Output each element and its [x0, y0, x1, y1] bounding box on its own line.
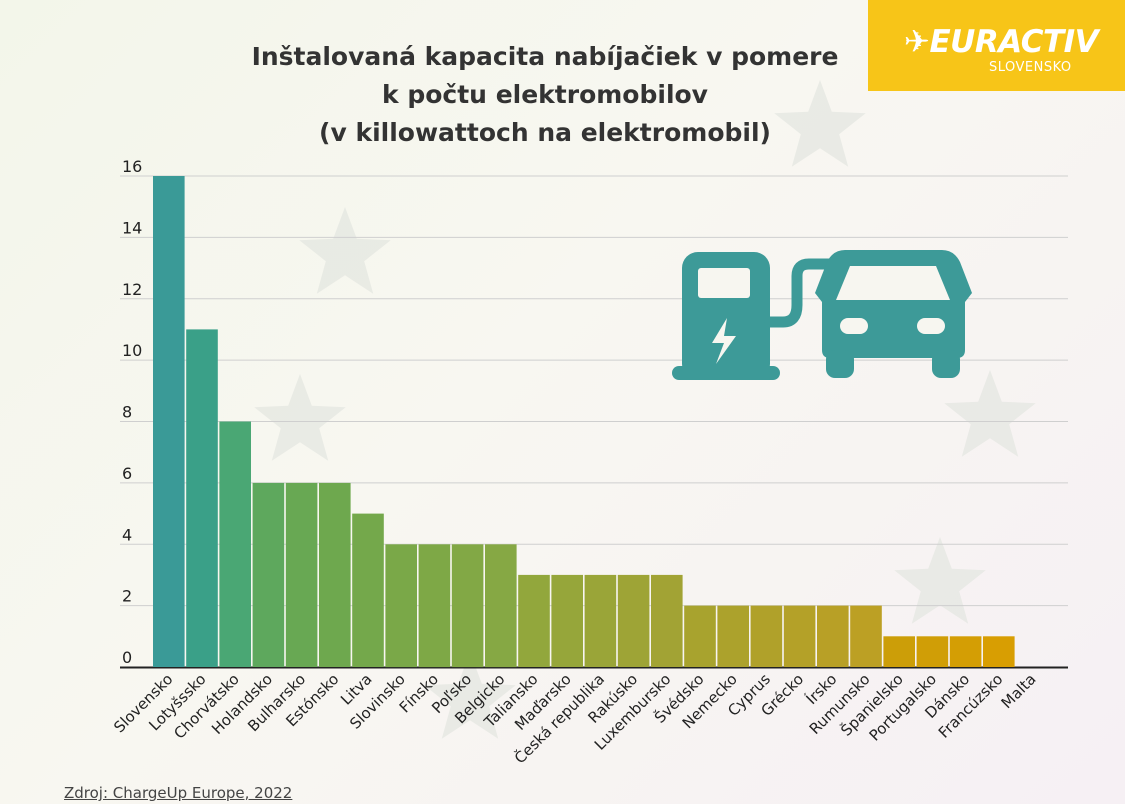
x-tick-label: Malta [998, 670, 1040, 712]
bg-star-1 [299, 207, 391, 294]
logo-brand: ✈EURACTIV [904, 24, 1099, 60]
bar-1 [186, 329, 218, 667]
bar-25 [983, 636, 1015, 667]
bar-5 [319, 482, 351, 667]
bar-21 [850, 605, 882, 667]
bg-star-2 [254, 374, 346, 461]
bar-24 [949, 636, 982, 667]
bar-10 [485, 544, 517, 668]
title-line-1: Inštalovaná kapacita nabíjačiek v pomere [251, 42, 839, 71]
y-tick-label: 4 [122, 525, 132, 544]
y-tick-label: 8 [122, 403, 132, 422]
bar-4 [285, 482, 318, 667]
y-tick-label: 12 [122, 280, 142, 299]
bg-star-4 [894, 537, 986, 624]
logo-arrow-icon: ✈ [904, 24, 930, 60]
bar-3 [252, 482, 285, 667]
bar-6 [352, 513, 384, 667]
y-tick-label: 0 [122, 648, 132, 667]
bar-19 [783, 605, 816, 667]
bar-17 [717, 605, 749, 667]
y-tick-label: 2 [122, 587, 132, 606]
bar-8 [418, 544, 451, 668]
bar-18 [750, 605, 783, 667]
bar-22 [883, 636, 915, 667]
bar-15 [651, 574, 683, 667]
euractiv-logo: ✈EURACTIV SLOVENSKO [868, 0, 1125, 91]
y-tick-label: 16 [122, 157, 142, 176]
bar-13 [584, 574, 617, 667]
bar-7 [385, 544, 417, 668]
bar-23 [916, 636, 949, 667]
bar-11 [518, 574, 550, 667]
bar-2 [219, 421, 251, 667]
title-line-3: (v killowattoch na elektromobil) [319, 118, 771, 147]
chart-title: Inštalovaná kapacita nabíjačiek v pomere… [220, 38, 870, 152]
bar-14 [617, 574, 650, 667]
logo-edition: SLOVENSKO [989, 60, 1072, 75]
y-tick-label: 14 [122, 218, 142, 237]
y-tick-label: 6 [122, 464, 132, 483]
y-tick-label: 10 [122, 341, 142, 360]
bar-20 [817, 605, 849, 667]
bar-12 [551, 574, 583, 667]
bar-16 [684, 605, 716, 667]
bar-9 [451, 544, 484, 668]
charging-station-car-icon [672, 250, 972, 380]
bg-star-5 [424, 652, 516, 739]
bg-star-3 [944, 370, 1036, 457]
bg-star-0 [774, 80, 866, 167]
source-note: Zdroj: ChargeUp Europe, 2022 [64, 784, 293, 802]
bar-0 [153, 176, 185, 667]
bars [153, 176, 1015, 668]
title-line-2: k počtu elektromobilov [382, 80, 708, 109]
